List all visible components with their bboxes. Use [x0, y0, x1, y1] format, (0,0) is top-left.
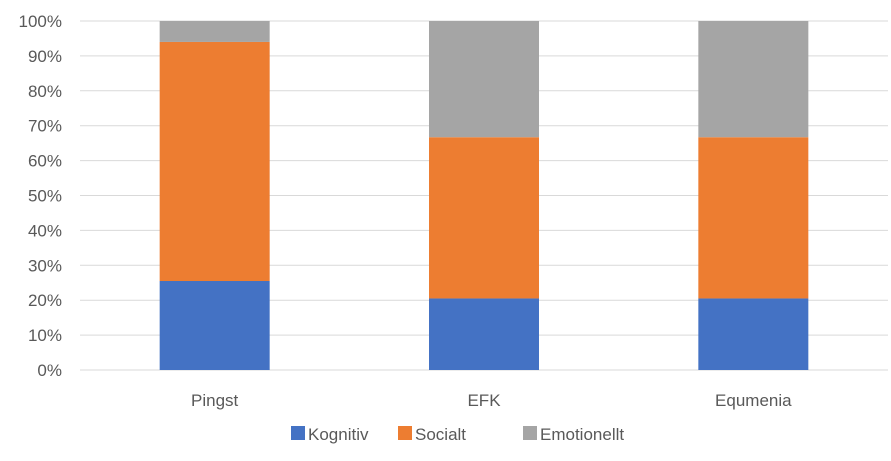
legend-swatch-socialt: [398, 426, 412, 440]
y-tick-label: 100%: [19, 12, 62, 31]
bars: [159, 21, 809, 370]
x-tick-label: Equmenia: [715, 391, 792, 410]
bar-segment-emotionellt-equmenia: [698, 21, 809, 138]
bar-segment-socialt-pingst: [159, 41, 270, 282]
bar-segment-kognitiv-efk: [429, 298, 539, 370]
x-tick-label: Pingst: [191, 391, 239, 410]
y-tick-label: 20%: [28, 291, 62, 310]
bar-segment-emotionellt-pingst: [159, 21, 270, 42]
bar-segment-kognitiv-pingst: [159, 281, 270, 370]
axes: 0% 10% 20% 30% 40% 50% 60% 70% 80% 90% 100% Pingst E…: [19, 12, 793, 410]
legend-swatch-kognitiv: [291, 426, 305, 440]
y-tick-label: 30%: [28, 256, 62, 275]
bar-segment-socialt-equmenia: [698, 137, 809, 299]
y-tick-label: 80%: [28, 82, 62, 101]
legend-label-kognitiv: Kognitiv: [308, 425, 369, 444]
legend-swatch-emotionellt: [523, 426, 537, 440]
y-tick-label: 70%: [28, 117, 62, 136]
legend-label-socialt: Socialt: [415, 425, 466, 444]
legend: Kognitiv Socialt Emotionellt: [291, 425, 624, 444]
bar-segment-kognitiv-equmenia: [698, 298, 809, 370]
legend-label-emotionellt: Emotionellt: [540, 425, 624, 444]
y-tick-label: 90%: [28, 47, 62, 66]
y-tick-label: 10%: [28, 326, 62, 345]
y-tick-label: 40%: [28, 221, 62, 240]
bar-segment-emotionellt-efk: [429, 21, 539, 138]
y-tick-label: 0%: [37, 361, 62, 380]
x-tick-label: EFK: [467, 391, 501, 410]
y-tick-label: 60%: [28, 152, 62, 171]
y-tick-label: 50%: [28, 187, 62, 206]
bar-segment-socialt-efk: [429, 137, 539, 299]
